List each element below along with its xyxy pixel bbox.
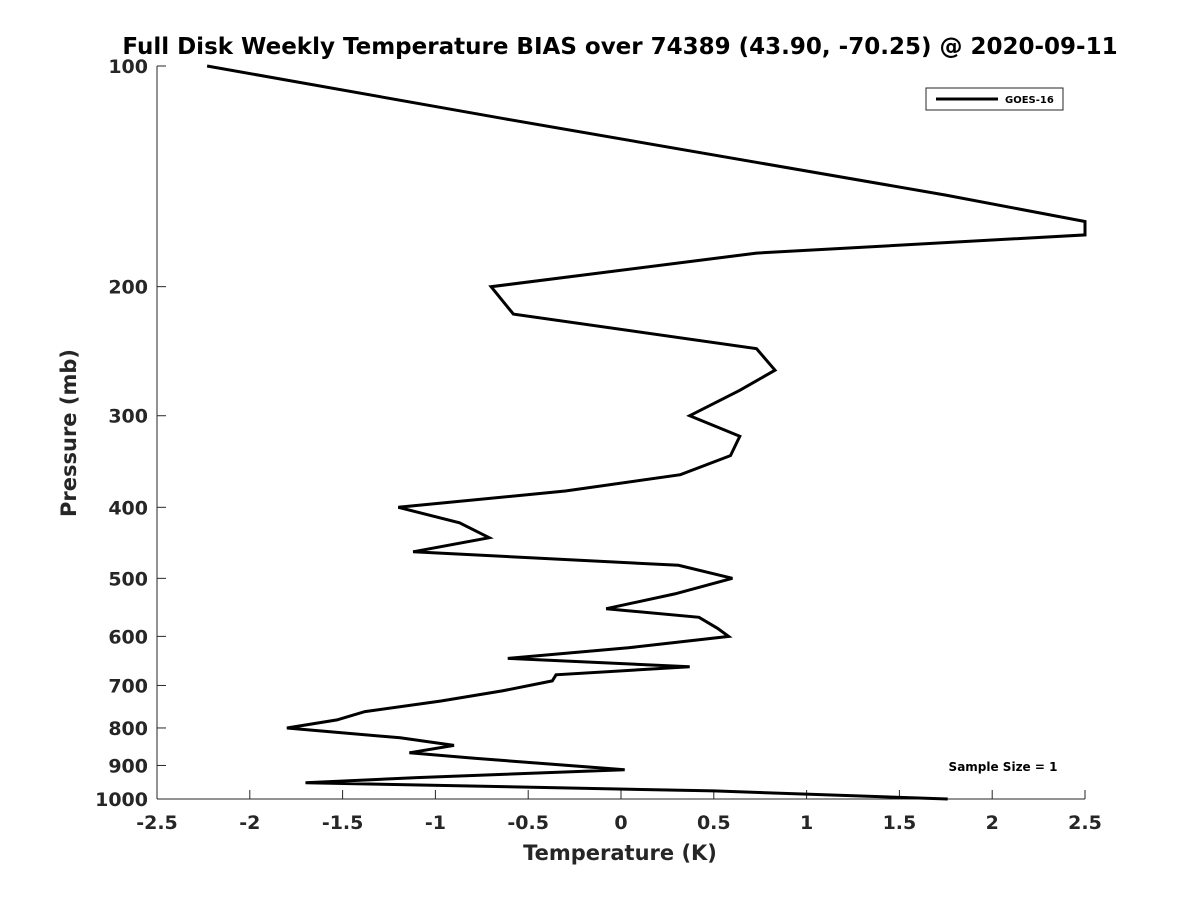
x-tick-label: -1.5 bbox=[322, 812, 364, 834]
x-tick-label: -1 bbox=[425, 812, 446, 834]
legend-entry-label: GOES-16 bbox=[1005, 95, 1054, 106]
series-lines bbox=[206, 64, 1087, 801]
y-axis-label: Pressure (mb) bbox=[57, 349, 81, 517]
chart-title: Full Disk Weekly Temperature BIAS over 7… bbox=[122, 34, 1117, 60]
y-tick-label: 900 bbox=[108, 755, 148, 777]
legend: GOES-16 bbox=[925, 87, 1064, 111]
axis-ticks: -2.5 -2 -1.5 -1 -0.5 0 0.5 1 1.5 2 2.5 100 200 300 400… bbox=[95, 56, 1102, 834]
x-axis-label: Temperature (K) bbox=[523, 841, 717, 865]
x-tick-label: 0 bbox=[614, 812, 627, 834]
y-tick-label: 500 bbox=[108, 568, 148, 590]
y-tick-label: 400 bbox=[108, 497, 148, 519]
x-tick-label: -0.5 bbox=[507, 812, 549, 834]
sample-size-annotation: Sample Size = 1 bbox=[949, 760, 1058, 774]
y-tick-label: 300 bbox=[108, 406, 148, 428]
x-tick-label: 2 bbox=[986, 812, 999, 834]
x-tick-label: 0.5 bbox=[697, 812, 731, 834]
x-tick-label: -2 bbox=[239, 812, 260, 834]
y-tick-label: 1000 bbox=[95, 789, 148, 811]
y-tick-label: 100 bbox=[108, 56, 148, 78]
y-tick-label: 600 bbox=[108, 626, 148, 648]
y-tick-label: 700 bbox=[108, 675, 148, 697]
x-tick-label: 1 bbox=[800, 812, 813, 834]
x-tick-label: 1.5 bbox=[883, 812, 917, 834]
x-tick-label: 2.5 bbox=[1068, 812, 1102, 834]
series-line-goes-16 bbox=[206, 64, 1087, 801]
y-tick-label: 800 bbox=[108, 718, 148, 740]
x-tick-label: -2.5 bbox=[136, 812, 178, 834]
y-tick-label: 200 bbox=[108, 277, 148, 299]
